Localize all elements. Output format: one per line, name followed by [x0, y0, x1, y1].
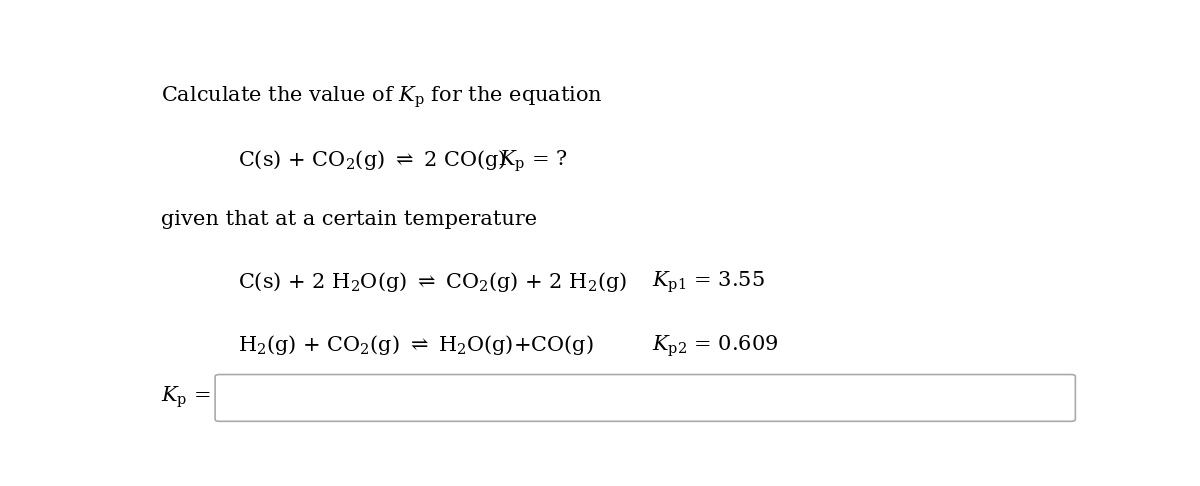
Text: $\mathit{K}_{\mathrm{p2}}$ = 0.609: $\mathit{K}_{\mathrm{p2}}$ = 0.609	[653, 333, 779, 359]
Text: Calculate the value of $\mathit{K}_{\mathrm{p}}$ for the equation: Calculate the value of $\mathit{K}_{\mat…	[161, 85, 602, 110]
Text: $\mathit{K}_{\mathrm{p}}$ =: $\mathit{K}_{\mathrm{p}}$ =	[161, 384, 211, 410]
Text: C(s) + 2 H$_2$O(g) $\rightleftharpoons$ CO$_2$(g) + 2 H$_2$(g): C(s) + 2 H$_2$O(g) $\rightleftharpoons$ …	[239, 270, 628, 294]
Text: $\mathit{K}_{\mathrm{p1}}$ = 3.55: $\mathit{K}_{\mathrm{p1}}$ = 3.55	[653, 270, 764, 295]
Text: $\mathit{K}_{\mathrm{p}}$ = ?: $\mathit{K}_{\mathrm{p}}$ = ?	[499, 148, 568, 174]
Text: H$_2$(g) + CO$_2$(g) $\rightleftharpoons$ H$_2$O(g)+CO(g): H$_2$(g) + CO$_2$(g) $\rightleftharpoons…	[239, 333, 594, 357]
Text: given that at a certain temperature: given that at a certain temperature	[161, 210, 538, 229]
Text: C(s) + CO$_2$(g) $\rightleftharpoons$ 2 CO(g): C(s) + CO$_2$(g) $\rightleftharpoons$ 2 …	[239, 148, 506, 172]
FancyBboxPatch shape	[215, 375, 1075, 421]
